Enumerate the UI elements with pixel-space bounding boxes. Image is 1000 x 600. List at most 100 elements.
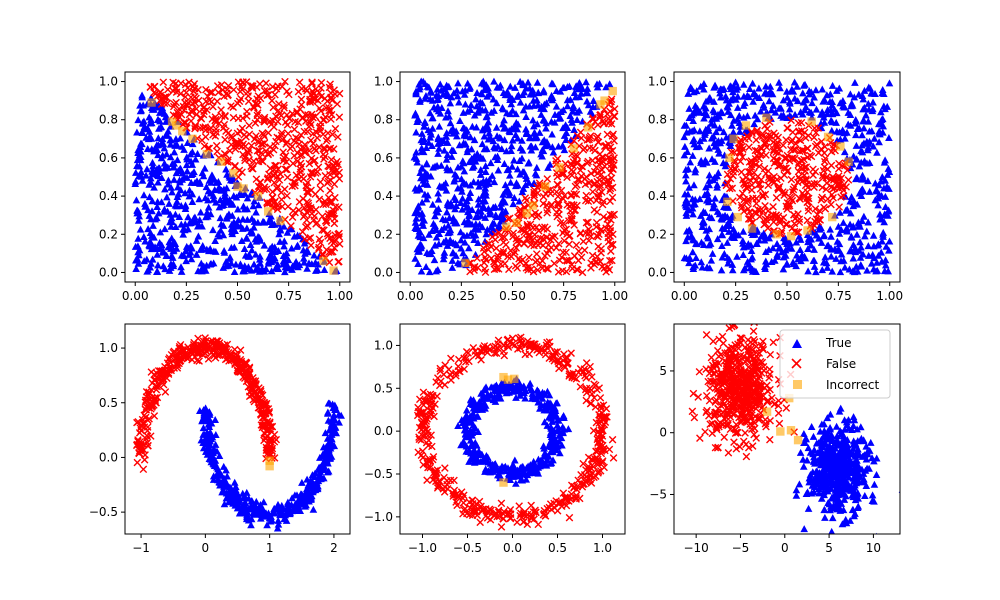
true-point <box>846 209 855 217</box>
true-point <box>794 255 802 263</box>
false-point <box>742 198 751 207</box>
true-point <box>712 128 720 136</box>
true-point <box>685 226 694 234</box>
true-point <box>157 198 166 206</box>
false-point <box>455 355 463 364</box>
true-point <box>481 184 490 192</box>
false-point <box>245 388 254 396</box>
false-point <box>815 215 824 224</box>
true-point <box>239 265 248 273</box>
true-point <box>726 82 735 90</box>
false-point <box>189 82 197 91</box>
false-point <box>788 128 797 137</box>
true-point <box>265 253 273 261</box>
false-point <box>572 241 581 249</box>
true-point <box>715 149 724 157</box>
true-point <box>871 179 880 187</box>
true-point <box>739 266 748 274</box>
true-point <box>525 102 534 110</box>
false-point <box>751 146 760 155</box>
false-point <box>801 192 809 201</box>
false-point <box>239 364 248 372</box>
true-point <box>209 259 218 267</box>
true-point <box>828 118 837 126</box>
false-point <box>263 200 272 208</box>
true-point <box>309 505 318 513</box>
false-point <box>796 147 804 155</box>
false-point <box>820 149 829 157</box>
true-point <box>481 213 490 221</box>
false-point <box>293 107 301 116</box>
true-point <box>690 181 698 189</box>
false-point <box>577 253 586 262</box>
true-point <box>689 264 698 272</box>
true-point <box>193 177 201 185</box>
true-point <box>154 151 162 159</box>
true-point <box>819 113 828 121</box>
true-point <box>467 229 475 237</box>
true-point <box>412 90 420 98</box>
true-point <box>464 193 473 201</box>
x-tick-label: 0.25 <box>722 289 749 303</box>
y-tick-label: 0.0 <box>648 265 667 279</box>
true-point <box>705 144 713 152</box>
true-point <box>319 443 328 451</box>
true-point <box>723 253 732 261</box>
true-point <box>299 254 308 262</box>
false-point <box>330 244 339 252</box>
true-point <box>518 136 526 144</box>
true-point <box>849 267 857 275</box>
true-point <box>685 183 693 191</box>
true-point <box>219 462 228 470</box>
true-point <box>255 267 264 275</box>
true-point <box>254 201 263 209</box>
false-point <box>223 91 232 100</box>
true-point <box>173 140 181 148</box>
false-point <box>264 174 272 182</box>
true-point <box>428 200 437 208</box>
true-point <box>206 189 215 197</box>
true-point <box>700 218 708 226</box>
true-point <box>274 501 282 509</box>
true-point <box>507 147 515 155</box>
true-point <box>885 237 894 245</box>
true-point <box>478 140 487 148</box>
true-point <box>781 246 790 254</box>
false-point <box>173 364 182 372</box>
false-point <box>327 209 336 218</box>
true-point <box>166 240 175 248</box>
true-point <box>313 485 322 493</box>
true-point <box>192 236 201 244</box>
false-point <box>223 85 232 94</box>
true-point <box>150 105 158 113</box>
true-point <box>205 430 214 438</box>
true-point <box>211 440 220 448</box>
true-point <box>416 97 424 105</box>
true-point <box>442 132 451 140</box>
true-point <box>166 153 175 161</box>
true-point <box>717 93 725 101</box>
true-point <box>418 198 426 206</box>
true-point <box>133 156 142 164</box>
false-point <box>172 98 180 107</box>
true-point <box>480 145 489 153</box>
false-point <box>302 216 311 224</box>
true-point <box>422 91 430 99</box>
false-point <box>828 190 836 199</box>
x-tick-label: 1.00 <box>601 289 628 303</box>
true-point <box>439 238 448 246</box>
false-point <box>541 350 550 359</box>
true-point <box>828 81 837 89</box>
true-point <box>157 241 166 249</box>
true-point <box>434 266 442 274</box>
true-point <box>529 90 538 98</box>
false-point <box>737 201 746 210</box>
false-point <box>211 113 220 121</box>
false-point <box>433 484 442 492</box>
true-point <box>436 109 445 117</box>
true-point <box>439 183 448 191</box>
true-point <box>187 178 195 186</box>
true-point <box>168 188 176 196</box>
false-point <box>769 203 777 211</box>
true-point <box>443 88 451 96</box>
